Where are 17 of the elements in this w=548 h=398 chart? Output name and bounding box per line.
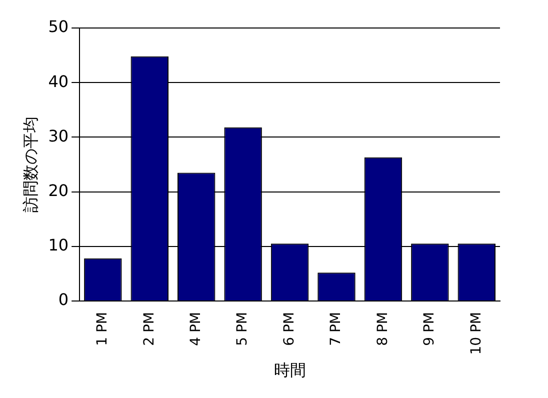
y-tick-label: 10 — [48, 236, 69, 255]
x-tick-label: 8 PM — [374, 312, 391, 346]
y-tick-label: 20 — [48, 180, 69, 200]
x-tick-label: 2 PM — [141, 312, 158, 346]
x-tick-label: 7 PM — [328, 312, 344, 346]
y-tick-label: 40 — [48, 72, 69, 91]
x-tick-label: 10 PM — [468, 312, 484, 355]
x-tick-label: 5 PM — [234, 312, 251, 346]
x-tick-label: 9 PM — [422, 312, 438, 346]
x-axis-title: 時間 — [274, 360, 306, 380]
x-tick-label: 4 PM — [188, 312, 204, 346]
y-tick-label: 50 — [48, 17, 69, 36]
x-tick-label: 6 PM — [281, 312, 298, 346]
y-tick-label: 30 — [48, 126, 69, 146]
y-tick-label: 0 — [58, 290, 69, 310]
x-tick-label: 1 PM — [94, 312, 111, 346]
y-axis-title: 訪問数の平均 — [20, 116, 40, 213]
